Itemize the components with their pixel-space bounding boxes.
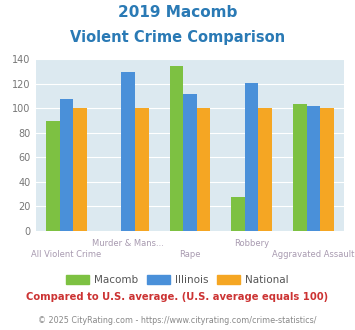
Bar bbox=[60, 99, 73, 231]
Bar bbox=[121, 72, 135, 231]
Text: Murder & Mans...: Murder & Mans... bbox=[92, 239, 164, 248]
Bar bbox=[320, 109, 334, 231]
Bar bbox=[73, 109, 87, 231]
Legend: Macomb, Illinois, National: Macomb, Illinois, National bbox=[62, 271, 293, 289]
Text: Robbery: Robbery bbox=[234, 239, 269, 248]
Bar bbox=[135, 109, 148, 231]
Text: Violent Crime Comparison: Violent Crime Comparison bbox=[70, 30, 285, 45]
Bar bbox=[307, 106, 320, 231]
Text: Aggravated Assault: Aggravated Assault bbox=[272, 250, 355, 259]
Bar bbox=[170, 66, 183, 231]
Bar bbox=[231, 197, 245, 231]
Text: All Violent Crime: All Violent Crime bbox=[31, 250, 102, 259]
Bar bbox=[258, 109, 272, 231]
Bar bbox=[197, 109, 210, 231]
Bar bbox=[183, 94, 197, 231]
Bar bbox=[293, 104, 307, 231]
Bar bbox=[245, 83, 258, 231]
Text: © 2025 CityRating.com - https://www.cityrating.com/crime-statistics/: © 2025 CityRating.com - https://www.city… bbox=[38, 316, 317, 325]
Bar bbox=[46, 121, 60, 231]
Text: 2019 Macomb: 2019 Macomb bbox=[118, 5, 237, 20]
Text: Compared to U.S. average. (U.S. average equals 100): Compared to U.S. average. (U.S. average … bbox=[26, 292, 329, 302]
Text: Rape: Rape bbox=[179, 250, 201, 259]
